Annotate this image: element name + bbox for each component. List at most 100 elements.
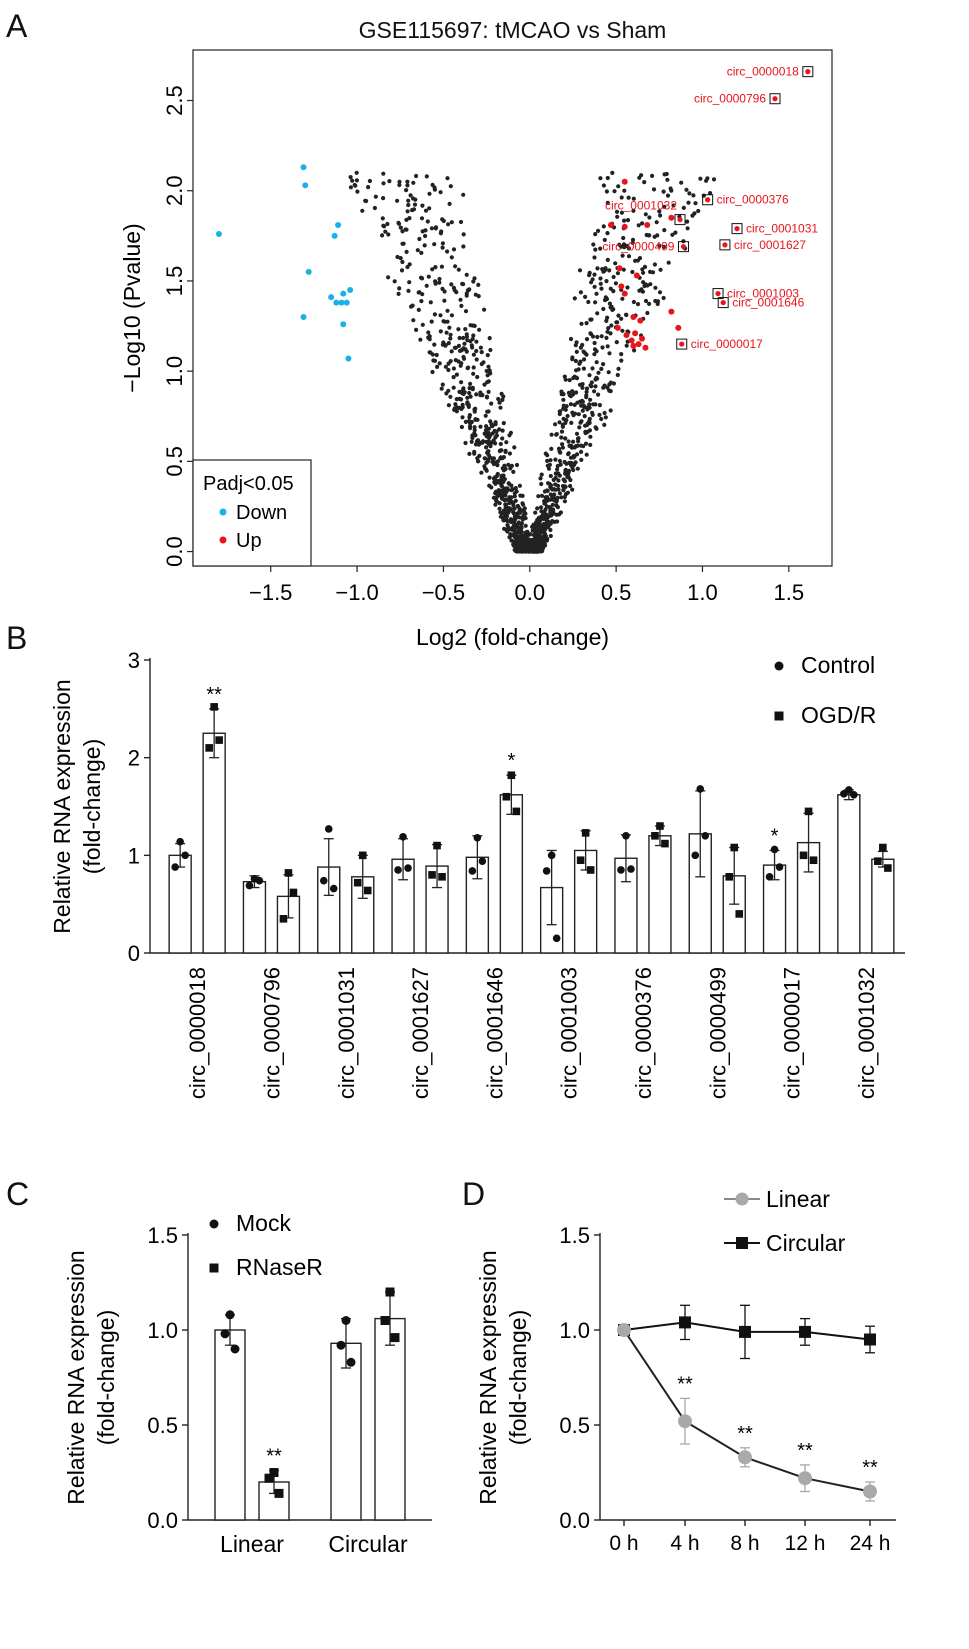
ns-point: [428, 350, 433, 355]
ns-point: [431, 358, 436, 363]
ns-point: [439, 386, 444, 391]
ns-point: [398, 256, 403, 261]
ns-point: [492, 476, 497, 482]
ns-point: [461, 244, 466, 249]
data-point-ogd-r: [205, 744, 213, 752]
data-point-ogd-r: [581, 829, 590, 837]
highlight-box-circ-0001646: [717, 297, 729, 309]
category-label: circ_0000499: [705, 967, 730, 1099]
y-axis-label: Relative RNA expression: [63, 1250, 89, 1504]
ns-point: [625, 285, 630, 290]
data-point-ogd-r: [433, 841, 441, 850]
ns-point: [517, 510, 523, 515]
data-point-ogd-r: [363, 886, 372, 895]
ns-point: [562, 499, 568, 504]
y-tick-label: 0.0: [162, 536, 187, 567]
ns-point: [486, 409, 491, 414]
y-tick-label: 0.5: [147, 1413, 178, 1438]
data-point-linear: [617, 1323, 631, 1337]
data-point-control: [324, 825, 333, 833]
highlight-box-circ-0001627: [719, 239, 731, 251]
group-circ-0001627: [391, 832, 449, 954]
ns-point: [405, 209, 410, 214]
ns-point: [577, 399, 583, 404]
data-point-control: [552, 934, 561, 943]
ns-point: [514, 489, 519, 494]
highlight-box-circ-0001032: [674, 214, 686, 226]
ns-point: [484, 395, 490, 400]
ns-point: [704, 178, 709, 183]
ns-point: [449, 255, 454, 260]
ns-point: [538, 523, 543, 529]
ns-point: [416, 307, 421, 312]
ns-point: [460, 415, 465, 420]
ns-point: [474, 348, 479, 354]
ns-point: [499, 475, 504, 480]
ns-point: [615, 214, 620, 219]
y-tick-label: 1.0: [559, 1318, 590, 1343]
ns-point: [420, 322, 425, 327]
ns-point: [460, 347, 465, 352]
down-point: [347, 286, 354, 293]
ns-point: [440, 382, 445, 387]
ns-point: [403, 227, 408, 232]
data-point-control: [478, 857, 487, 865]
ns-point: [465, 400, 470, 405]
ns-point: [625, 218, 631, 223]
ns-point: [497, 449, 502, 454]
significance-label: **: [677, 1373, 693, 1395]
highlight-label-circ-0001646: circ_0001646: [732, 296, 804, 310]
ns-point: [512, 494, 517, 499]
ns-point: [483, 428, 489, 433]
ns-point: [539, 509, 544, 514]
ns-point: [397, 179, 402, 184]
up-point: [635, 341, 642, 348]
ns-point: [605, 344, 610, 349]
x-axis-label: Log2 (fold-change): [416, 624, 609, 650]
ns-point: [524, 532, 529, 537]
ns-point: [426, 274, 431, 279]
ns-point: [630, 269, 635, 275]
ns-point: [487, 475, 492, 480]
ns-point: [506, 525, 511, 530]
background-points: [348, 170, 717, 554]
ns-point: [516, 535, 521, 540]
ns-point: [507, 535, 512, 540]
ns-point: [574, 431, 580, 436]
ns-point: [470, 345, 475, 350]
ns-point: [546, 466, 552, 471]
ns-point: [458, 297, 463, 302]
ns-point: [585, 422, 590, 428]
group-circ-0000017: *: [762, 807, 821, 954]
ns-point: [603, 267, 608, 272]
ns-point: [449, 282, 454, 287]
ns-point: [519, 529, 524, 534]
ns-point: [474, 357, 479, 362]
ns-point: [489, 485, 494, 490]
ns-point: [510, 518, 515, 523]
ns-point: [594, 360, 599, 365]
group-circ-0000376: [614, 822, 672, 954]
ns-point: [554, 512, 559, 517]
ns-point: [405, 179, 410, 184]
ns-point: [566, 470, 571, 475]
ns-point: [645, 310, 650, 316]
ns-point: [584, 386, 590, 391]
ns-point: [665, 193, 671, 198]
ns-point: [471, 279, 476, 284]
ns-point: [598, 246, 603, 251]
ns-point: [432, 312, 437, 317]
up-point: [616, 265, 623, 272]
ns-point: [400, 229, 405, 234]
y-axis-label-unit: (fold-change): [93, 1310, 119, 1446]
ns-point: [587, 270, 592, 275]
ns-point: [400, 259, 405, 265]
ns-point: [575, 466, 580, 471]
ns-point: [486, 364, 491, 369]
significance-label: **: [206, 684, 222, 706]
ns-point: [348, 185, 353, 190]
ns-point: [411, 196, 416, 201]
ns-point: [558, 462, 563, 467]
ns-point: [454, 397, 459, 402]
ns-point: [441, 218, 446, 224]
